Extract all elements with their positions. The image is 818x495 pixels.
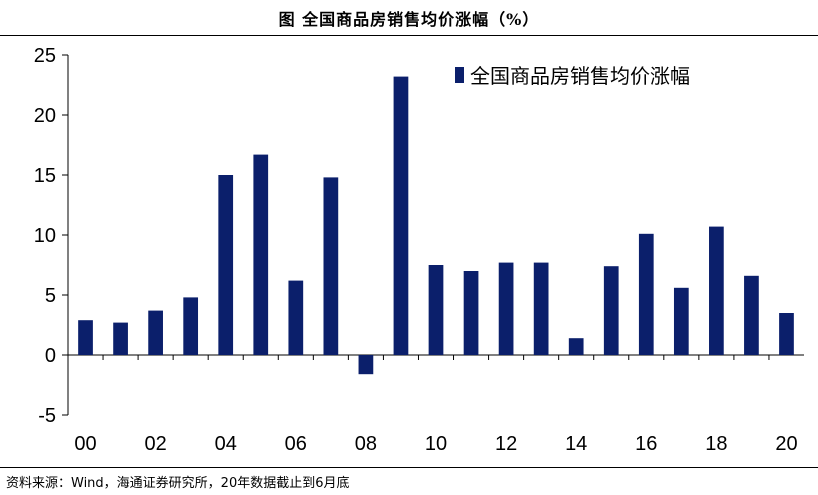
x-tick-label: 14 — [565, 433, 587, 455]
x-tick-label: 00 — [74, 433, 96, 455]
legend-label: 全国商品房销售均价涨幅 — [470, 64, 690, 88]
y-tick-label: -5 — [38, 405, 56, 427]
bar — [253, 154, 269, 355]
bar — [358, 355, 374, 375]
bar — [568, 338, 584, 355]
y-tick-label: 20 — [34, 105, 56, 127]
y-tick-label: 0 — [45, 345, 56, 367]
x-tick-label: 10 — [425, 433, 447, 455]
y-axis: -5 0 5 10 15 20 25 — [34, 45, 69, 427]
bar — [498, 262, 514, 355]
y-tick-label: 5 — [45, 285, 56, 307]
bar — [288, 280, 304, 355]
bar — [323, 177, 339, 355]
bar — [779, 313, 794, 355]
x-tick-label: 18 — [705, 433, 727, 455]
title-divider — [0, 35, 818, 36]
y-tick-label: 25 — [34, 45, 56, 67]
y-tick-label: 10 — [34, 225, 56, 247]
bar — [638, 233, 654, 355]
y-tick-label: 15 — [34, 165, 56, 187]
x-tick-label: 20 — [775, 433, 797, 455]
x-axis: 00 02 04 06 08 10 12 14 16 18 20 — [67, 354, 804, 455]
bar-series — [78, 76, 794, 375]
bar — [709, 226, 724, 355]
x-tick-label: 04 — [215, 433, 237, 455]
x-tick-label: 06 — [285, 433, 307, 455]
x-tick-label: 02 — [144, 433, 166, 455]
bar — [673, 287, 689, 355]
source-note: 资料来源：Wind，海通证券研究所，20年数据截止到6月底 — [6, 476, 350, 491]
figure-title: 图 全国商品房销售均价涨幅（%） — [278, 10, 540, 29]
x-tick-label: 16 — [635, 433, 657, 455]
bar — [78, 320, 93, 355]
bar — [603, 266, 619, 355]
legend-swatch — [455, 67, 464, 83]
footer-divider — [0, 467, 818, 468]
bar — [463, 271, 479, 355]
x-tick-label: 08 — [355, 433, 377, 455]
legend: 全国商品房销售均价涨幅 — [455, 64, 690, 88]
bar-chart: -5 0 5 10 15 20 25 00 02 04 06 08 10 12 14 16 18 20 全国商品… — [34, 45, 804, 455]
bar — [183, 297, 199, 355]
bar — [428, 265, 444, 355]
x-tick-label: 12 — [495, 433, 517, 455]
bar — [533, 262, 549, 355]
bar — [148, 310, 163, 355]
bar — [393, 76, 409, 355]
bar — [113, 322, 128, 355]
bar — [218, 175, 234, 355]
bar — [744, 275, 759, 355]
